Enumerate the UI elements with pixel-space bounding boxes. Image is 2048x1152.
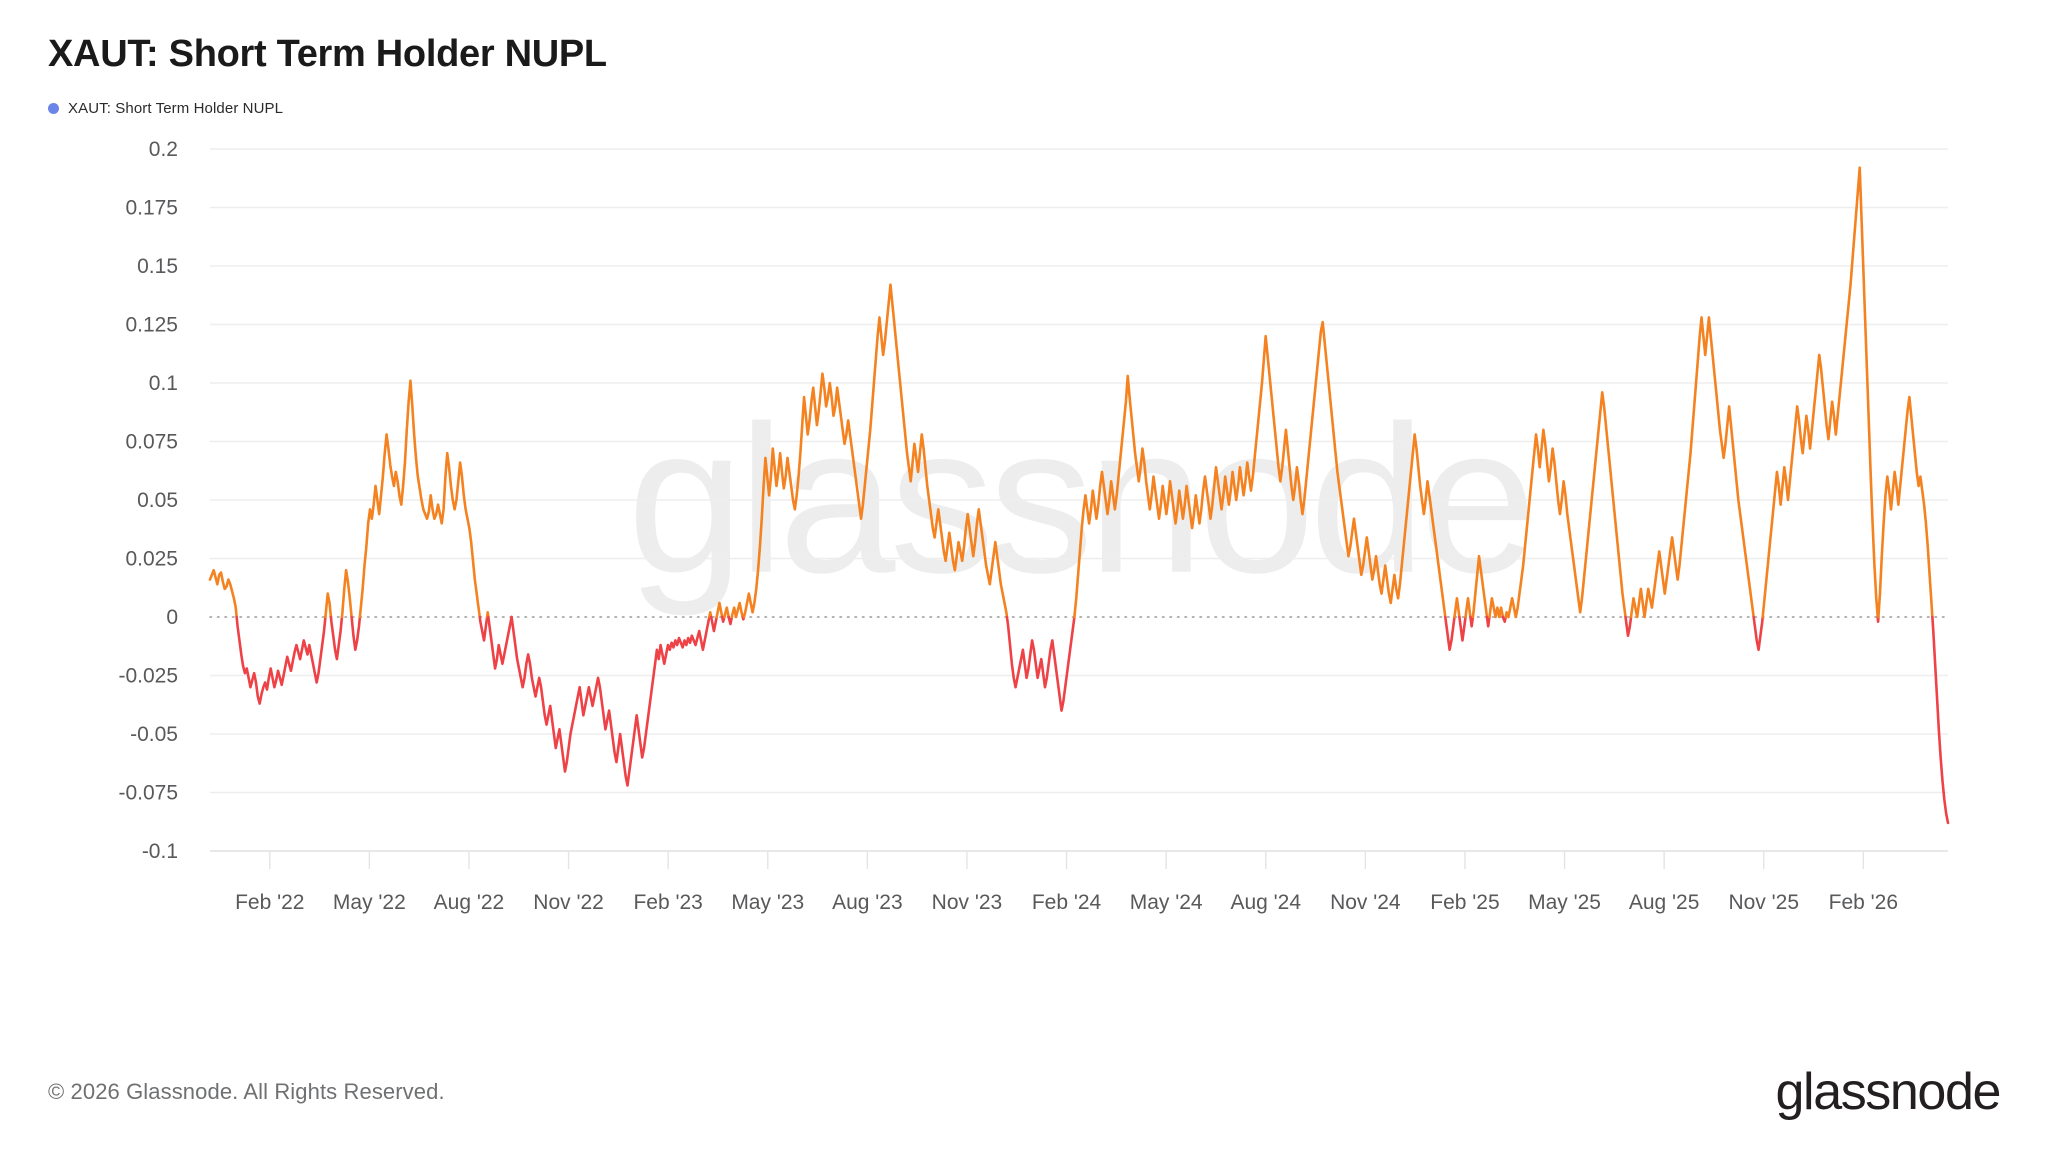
x-axis-tick-label: Feb '25	[1430, 891, 1499, 914]
y-axis-tick-label: 0.075	[125, 430, 178, 453]
series-segment-positive	[1504, 390, 1627, 619]
series-segment-positive	[708, 610, 713, 619]
y-axis-tick-label: -0.1	[142, 840, 178, 863]
series-segment-positive	[723, 606, 730, 619]
series-segment-positive	[742, 283, 1009, 619]
x-axis-tick-label: Nov '25	[1728, 891, 1799, 914]
grid-lines	[209, 148, 1949, 852]
legend-item-label: XAUT: Short Term Holder NUPL	[68, 99, 284, 117]
series-segment-negative	[1469, 615, 1475, 628]
series-segment-positive	[1761, 166, 1880, 619]
series-segment-negative	[1876, 615, 1880, 623]
y-axis-tick-label: 0.05	[137, 489, 178, 512]
y-axis-tick-label: 0.15	[137, 255, 178, 278]
series-segment-negative	[487, 615, 513, 670]
series-segment-positive	[1471, 554, 1489, 619]
x-axis-tick-label: Nov '24	[1330, 891, 1401, 914]
x-axis-tick-label: Feb '23	[633, 891, 702, 914]
y-axis-tick-label: -0.05	[130, 723, 178, 746]
series-segment-positive	[1877, 395, 1934, 619]
x-axis-tick-label: Aug '23	[832, 891, 903, 914]
series-segment-negative	[1485, 615, 1491, 628]
y-axis-tick-label: 0.125	[125, 313, 178, 336]
watermark: glassnode	[627, 381, 1536, 616]
legend-marker-icon	[48, 102, 59, 114]
glassnode-logo: glassnode	[1775, 1063, 2002, 1121]
series-segment-negative	[1624, 615, 1633, 637]
series-segment-positive	[485, 610, 490, 619]
chart-header: XAUT: Short Term Holder NUPL	[0, 0, 2048, 76]
y-axis-tick-label: 0.025	[125, 547, 178, 570]
x-axis-tick-label: Feb '22	[235, 891, 304, 914]
series-segment-negative	[350, 615, 362, 651]
series-segment-positive	[1073, 320, 1447, 619]
x-axis-tick-label: Aug '22	[434, 891, 505, 914]
series-segment-positive	[1464, 596, 1472, 619]
x-axis-tick-label: May '25	[1528, 891, 1601, 914]
copyright-text: © 2026 Glassnode. All Rights Reserved.	[48, 1079, 445, 1104]
series-segment-negative	[1752, 615, 1765, 651]
series-segment-negative	[1444, 615, 1456, 651]
series-segment-positive	[1488, 596, 1505, 619]
y-axis-tick-label: 0	[166, 606, 178, 629]
x-axis-tick-label: May '24	[1130, 891, 1203, 914]
y-axis-labels: 0.2 0.175 0.15 0.125 0.1 0.075 0.05 0.025 0 -0.02…	[118, 138, 178, 863]
y-axis-tick-label: 0.2	[149, 138, 178, 161]
series-segment-positive	[1453, 596, 1461, 619]
series-segment-negative	[510, 615, 711, 787]
y-axis-tick-label: 0.1	[149, 372, 178, 395]
series-segment-negative	[1005, 615, 1076, 712]
x-axis-ticks	[210, 850, 1948, 869]
series-segment-negative	[478, 615, 489, 642]
x-axis-tick-label: Aug '25	[1629, 891, 1700, 914]
series-segment-negative	[727, 615, 734, 626]
x-axis-tick-label: Nov '23	[932, 891, 1003, 914]
x-axis-tick-label: Feb '24	[1032, 891, 1102, 914]
chart-footer: © 2026 Glassnode. All Rights Reserved. g…	[0, 1032, 2048, 1152]
x-axis-tick-label: Nov '22	[533, 891, 604, 914]
y-axis-tick-label: -0.075	[118, 781, 178, 804]
series-segment-positive	[715, 601, 724, 619]
series-segment-negative	[709, 615, 718, 633]
x-axis-tick-label: Aug '24	[1230, 891, 1301, 914]
y-axis-tick-label: -0.025	[118, 664, 178, 687]
series-segment-positive	[340, 568, 353, 619]
series-segment-positive	[358, 379, 482, 619]
svg-text:glassnode: glassnode	[627, 381, 1530, 616]
x-axis-tick-label: Feb '26	[1829, 891, 1898, 914]
series-segment-positive	[208, 568, 238, 619]
chart-legend: XAUT: Short Term Holder NUPL	[48, 100, 2048, 117]
series-segment-negative	[329, 615, 344, 661]
x-axis-labels: Feb '22 May '22 Aug '22 Nov '22 Feb '23 May '…	[235, 891, 1898, 914]
series-segment-negative	[1501, 615, 1507, 623]
y-axis-tick-label: 0.175	[125, 196, 178, 219]
data-series	[208, 166, 1950, 825]
series-segment-negative	[720, 615, 726, 623]
series-segment-positive	[324, 592, 333, 619]
series-segment-negative	[1458, 615, 1467, 642]
series-segment-positive	[730, 601, 745, 619]
plot-area[interactable]: glassnode 0.2 0.175 0.15 0.125 0.1 0.075 0.05 0…	[0, 131, 2048, 1032]
page-title: XAUT: Short Term Holder NUPL	[48, 33, 607, 75]
series-segment-negative	[235, 615, 327, 705]
x-axis-tick-label: May '23	[731, 891, 804, 914]
series-segment-negative	[1931, 615, 1950, 825]
x-axis-tick-label: May '22	[333, 891, 406, 914]
series-segment-positive	[1629, 315, 1755, 619]
chart-canvas[interactable]: glassnode 0.20.1750.150.1250.10.0750.050…	[0, 131, 2048, 1011]
